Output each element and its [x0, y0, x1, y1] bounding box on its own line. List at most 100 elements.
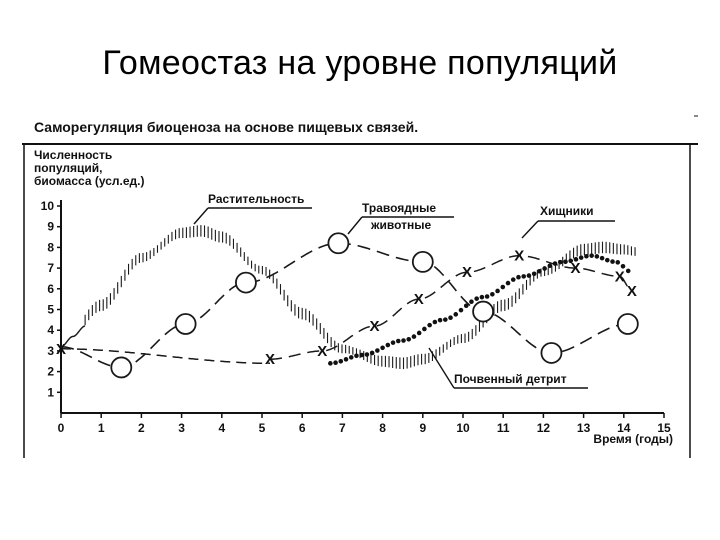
detritus-dot — [516, 274, 521, 280]
y-tick-label: 9 — [47, 220, 54, 234]
detritus-dot — [531, 271, 537, 277]
detritus-dot — [328, 361, 333, 366]
detritus-dot — [443, 317, 448, 322]
x-tick-label: 15 — [657, 421, 671, 435]
x-tick-label: 1 — [98, 421, 105, 435]
detritus-dot — [364, 352, 370, 357]
x-tick-label: 5 — [259, 421, 266, 435]
x-tick-label: 4 — [218, 421, 225, 435]
legend-predators-leader — [521, 220, 539, 239]
legend-herbivores-leader — [347, 216, 363, 235]
detritus-dot — [484, 294, 490, 299]
legend-predators-text: Хищники — [540, 204, 594, 218]
detritus-dot — [599, 255, 605, 261]
herbivores-point — [616, 313, 639, 335]
chart-svg: Саморегуляция биоценоза на основе пищевы… — [22, 115, 698, 458]
legend-detritus-text: Почвенный детрит — [454, 372, 567, 386]
detritus-dot — [406, 336, 412, 342]
legend-vegetation-leader — [193, 207, 209, 225]
detritus-dot — [505, 280, 511, 286]
legend-label-vegetation: Растительность — [193, 192, 312, 225]
herbivores-point — [540, 342, 563, 364]
chart-title: Саморегуляция биоценоза на основе пищевы… — [34, 119, 418, 135]
detritus-dot — [359, 352, 364, 358]
detritus-dot — [427, 322, 432, 328]
chart-figure: Саморегуляция биоценоза на основе пищевы… — [22, 108, 698, 458]
legend-vegetation-text: Растительность — [208, 192, 304, 206]
detritus-dot — [510, 277, 516, 282]
detritus-dot — [401, 338, 406, 343]
y-axis-label-line-2: популяций, — [34, 161, 102, 175]
detritus-dot — [343, 357, 349, 362]
detritus-dot — [411, 334, 417, 339]
x-tick-label: 9 — [419, 421, 426, 435]
detritus-dot — [474, 296, 479, 301]
detritus-dot — [537, 268, 542, 274]
detritus-dot — [469, 299, 474, 305]
detritus-dot — [589, 253, 594, 258]
x-tick-label: 6 — [299, 421, 306, 435]
slide-title: Гомеостаз на уровне популяций — [102, 44, 618, 82]
x-tick-label: 13 — [577, 421, 591, 435]
detritus-dot — [495, 288, 500, 294]
detritus-dot — [479, 294, 485, 300]
herbivores-point — [411, 250, 434, 273]
y-axis-label-line-3: биомасса (усл.ед.) — [34, 174, 144, 188]
legend-label-detritus: Почвенный детрит — [428, 347, 588, 389]
predators-point: X — [56, 341, 66, 358]
detritus-dot — [422, 326, 427, 332]
predators-point: X — [414, 291, 424, 308]
detritus-dot — [552, 261, 558, 266]
detritus-dot — [557, 259, 563, 265]
legend-herbivores-text-1: Травоядные — [362, 201, 436, 215]
detritus-dot — [500, 284, 506, 290]
detritus-dot — [578, 255, 584, 260]
y-tick-label: 10 — [41, 199, 55, 213]
x-tick-label: 7 — [339, 421, 346, 435]
x-tick-label: 0 — [58, 421, 65, 435]
detritus-dot — [432, 319, 438, 325]
y-tick-label: 3 — [47, 344, 54, 358]
detritus-dot — [390, 340, 396, 345]
x-tick-label: 2 — [138, 421, 145, 435]
detritus-dot — [526, 273, 532, 278]
y-tick-label: 7 — [47, 261, 54, 275]
detritus-dot — [348, 355, 354, 360]
series-herbivores — [60, 232, 639, 379]
detritus-dot — [380, 345, 385, 351]
y-tick-label: 4 — [47, 323, 54, 337]
detritus-dot — [437, 317, 443, 323]
x-tick-label: 3 — [178, 421, 185, 435]
predators-point: X — [571, 260, 581, 277]
detritus-dot — [333, 360, 338, 366]
y-axis-label-line-1: Численность — [34, 148, 112, 162]
herbivores-point — [472, 300, 495, 323]
herbivores-point — [327, 232, 350, 255]
detritus-dot — [594, 254, 600, 259]
predators-line — [270, 254, 633, 360]
herbivores-point — [174, 313, 197, 335]
x-tick-label: 8 — [379, 421, 386, 435]
detritus-dot — [463, 303, 469, 309]
detritus-dot — [610, 259, 615, 264]
legend-detritus-leader — [428, 347, 455, 389]
detritus-dot — [385, 342, 391, 348]
detritus-dot — [354, 353, 359, 359]
x-tick-label: 11 — [497, 421, 510, 435]
detritus-dot — [490, 291, 495, 297]
detritus-dot — [453, 312, 459, 317]
detritus-dot — [584, 253, 589, 259]
herbivores-point — [110, 356, 133, 379]
y-tick-label: 5 — [47, 303, 54, 317]
predators-point: X — [370, 318, 380, 335]
x-axis-label: Время (годы) — [593, 432, 673, 446]
detritus-dot — [375, 348, 380, 353]
detritus-dot — [369, 350, 375, 356]
predators-point: X — [317, 343, 327, 360]
legend-herbivores-text-2: животные — [370, 218, 432, 232]
predators-point: X — [514, 248, 524, 265]
series-detritus — [328, 253, 631, 366]
legend-label-herbivores: Травоядные животные — [347, 201, 454, 235]
x-tick-label: 12 — [537, 421, 551, 435]
